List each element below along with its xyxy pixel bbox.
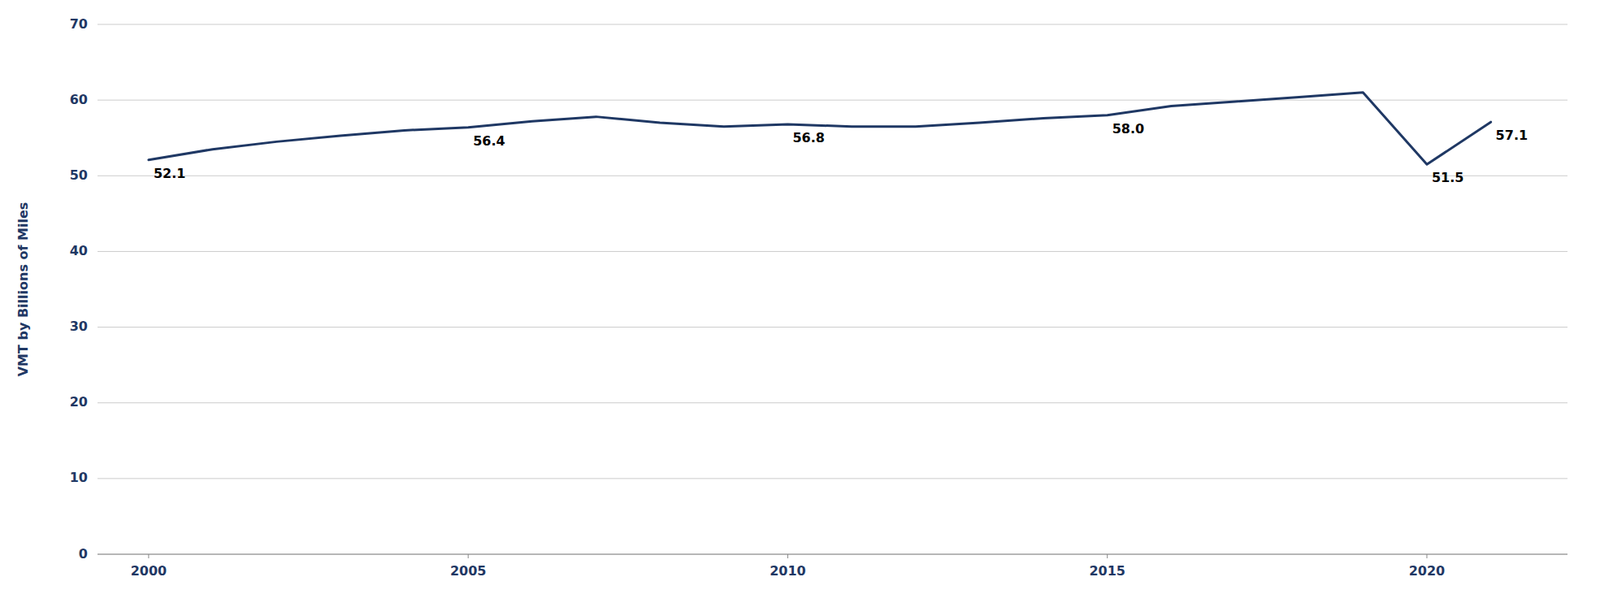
y-tick-label: 20 (69, 394, 88, 410)
y-axis-label: VMT by Billions of Miles (15, 202, 31, 378)
y-tick-label: 50 (69, 167, 88, 183)
y-tick-label: 10 (69, 469, 88, 486)
y-grid (97, 24, 1568, 555)
grid-line (97, 99, 1568, 101)
y-tick-label: 0 (78, 546, 88, 562)
vmt-line (148, 92, 1492, 165)
x-tick-label: 2000 (130, 563, 168, 579)
grid-line (97, 24, 1568, 26)
grid-line (97, 326, 1568, 328)
point-annotation: 58.0 (1112, 121, 1145, 137)
x-axis-line (97, 554, 1568, 556)
grid-line (97, 251, 1568, 252)
x-tick (1106, 554, 1108, 559)
y-tick-label: 70 (69, 16, 88, 32)
x-tick-label: 2015 (1088, 563, 1126, 579)
x-tick (147, 554, 149, 559)
x-tick-label: 2005 (450, 563, 487, 579)
x-tick (468, 554, 469, 559)
y-tick-label: 60 (69, 91, 88, 108)
y-tick-label: 40 (69, 242, 88, 259)
plot-area (148, 92, 1492, 165)
point-annotation: 56.4 (472, 133, 505, 149)
y-tick-label: 30 (69, 318, 88, 334)
grid-line (97, 175, 1568, 177)
point-annotation: 52.1 (153, 165, 186, 182)
grid-line (97, 554, 1568, 556)
point-annotation: 56.8 (792, 130, 824, 146)
x-tick (1426, 554, 1427, 559)
x-tick-label: 2010 (769, 563, 807, 579)
grid-line (97, 477, 1568, 479)
chart: 0 10 20 30 40 50 60 70 2000 2005 2010 2015 2020 VMT b… (0, 0, 1600, 603)
grid-line (97, 402, 1568, 404)
point-annotation: 51.5 (1431, 169, 1464, 186)
x-tick (787, 554, 789, 559)
x-tick-label: 2020 (1409, 563, 1446, 579)
point-annotation: 57.1 (1495, 127, 1528, 144)
